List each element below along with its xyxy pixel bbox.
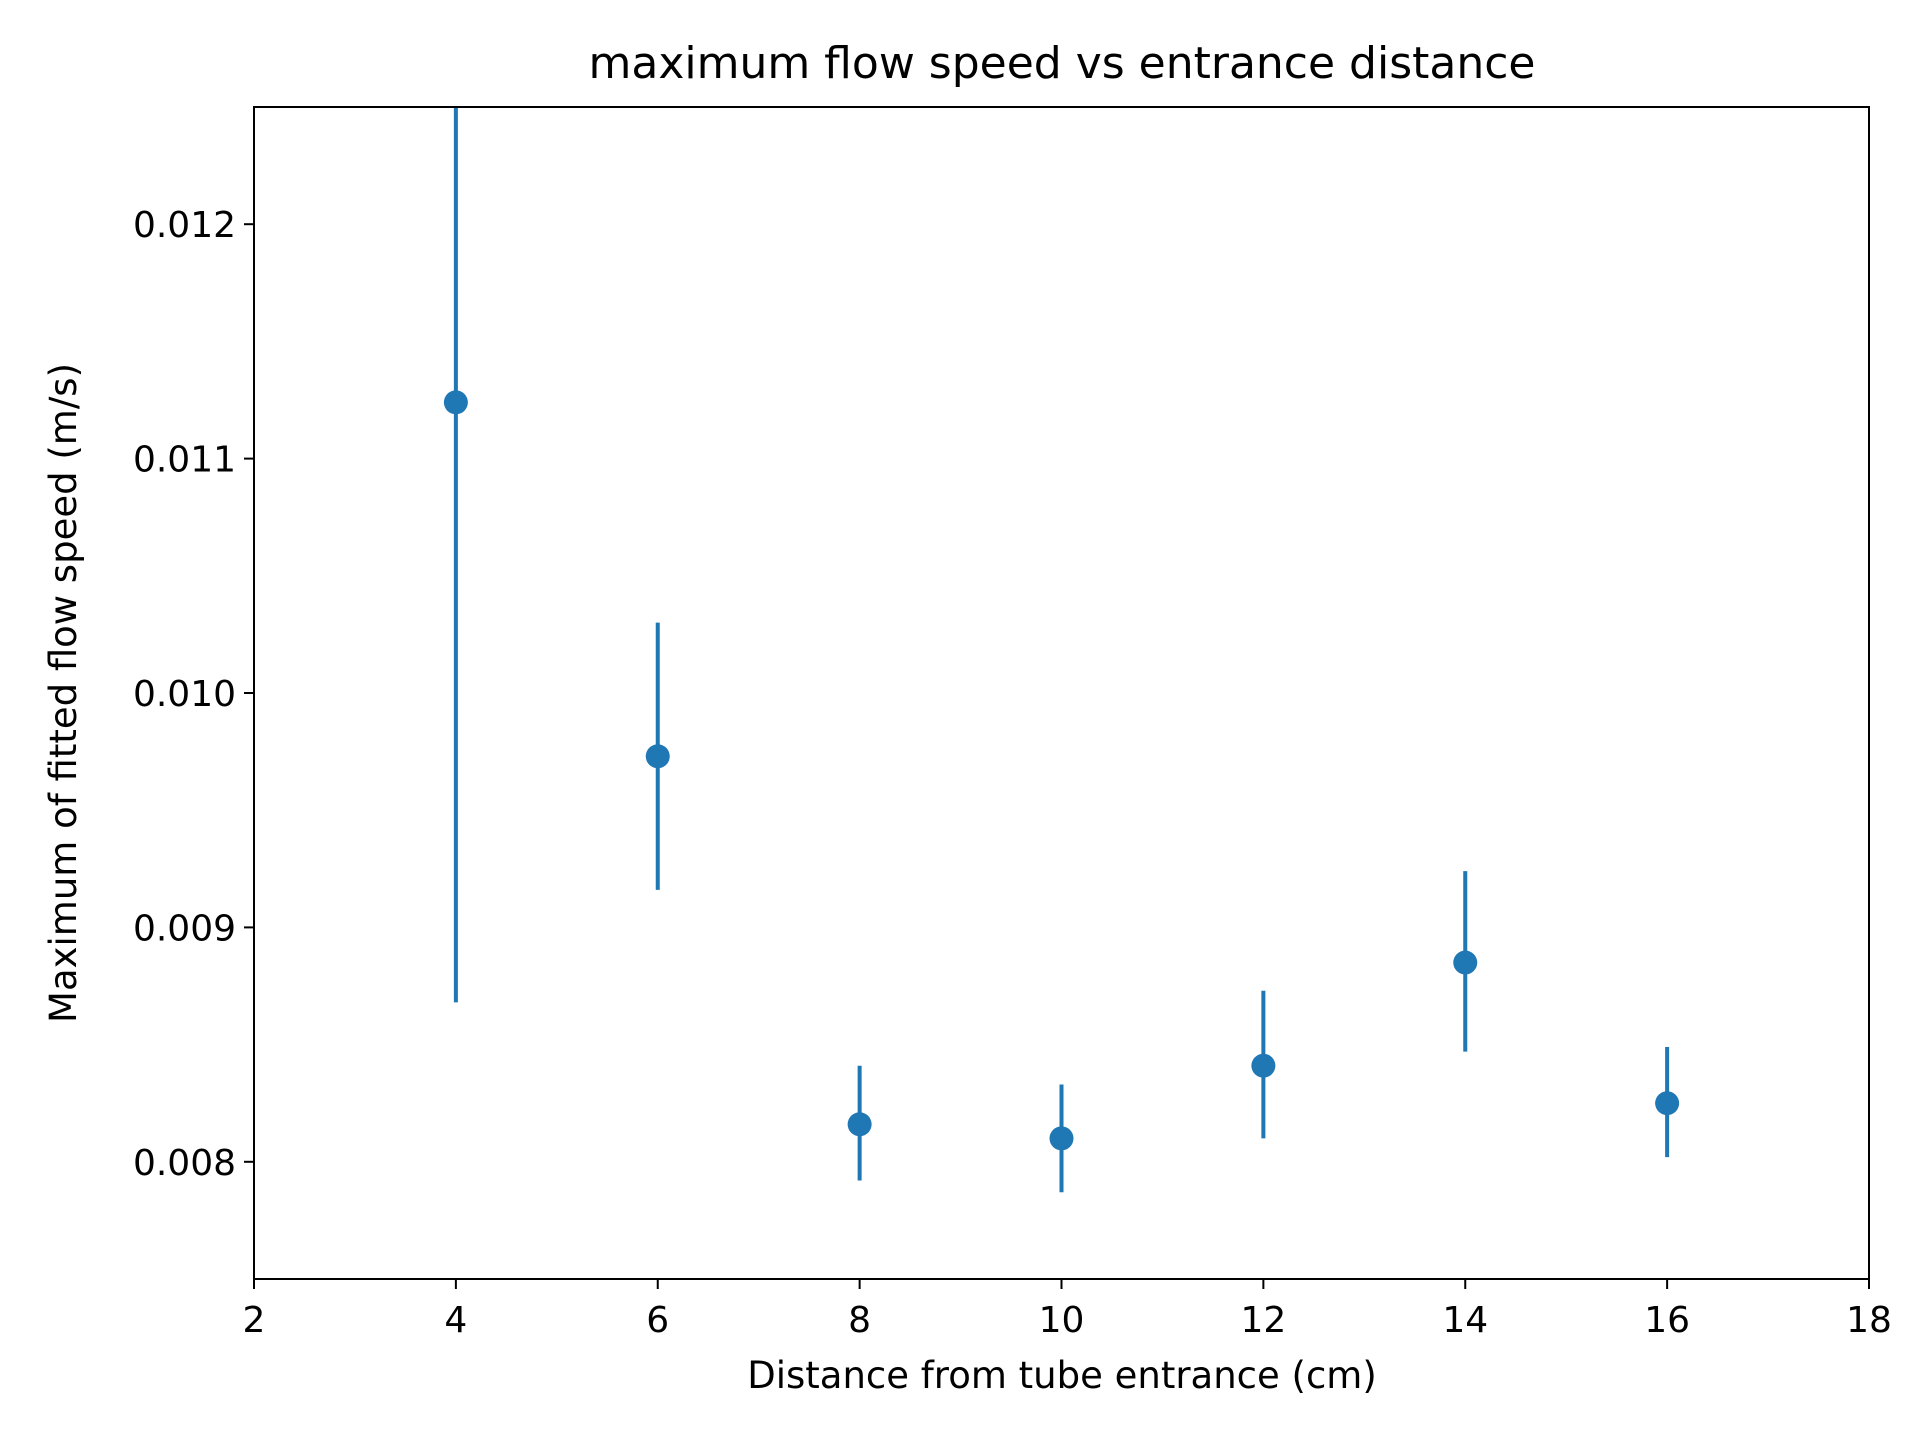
data-point-6 (1655, 1091, 1680, 1116)
x-tick-label-5: 12 (1240, 1300, 1286, 1341)
data-point-5 (1453, 950, 1478, 975)
data-series (443, 107, 1680, 1193)
x-tick-label-3: 8 (848, 1300, 871, 1341)
x-axis: 2 4 6 8 10 12 14 16 18 (243, 1279, 1892, 1341)
x-tick-label-7: 16 (1644, 1300, 1690, 1341)
x-tick-label-6: 14 (1442, 1300, 1488, 1341)
x-tick-label-0: 2 (243, 1300, 266, 1341)
x-tick-label-4: 10 (1039, 1300, 1085, 1341)
data-point-3 (1049, 1126, 1074, 1151)
y-tick-label-0: 0.008 (133, 1143, 236, 1184)
y-axis-label: Maximum of fitted flow speed (m/s) (42, 363, 85, 1023)
data-point-1 (645, 744, 670, 769)
y-tick-label-1: 0.009 (133, 908, 236, 949)
y-tick-label-2: 0.010 (133, 674, 236, 715)
data-point-4 (1251, 1053, 1276, 1078)
plot-area (253, 106, 1870, 1280)
data-point-2 (847, 1112, 872, 1137)
y-tick-label-3: 0.011 (133, 440, 236, 481)
y-axis: 0.008 0.009 0.010 0.011 0.012 (133, 205, 254, 1184)
x-axis-label: Distance from tube entrance (cm) (747, 1354, 1377, 1397)
x-tick-label-2: 6 (646, 1300, 669, 1341)
x-tick-label-8: 18 (1846, 1300, 1892, 1341)
x-tick-label-1: 4 (444, 1300, 467, 1341)
data-point-0 (443, 390, 468, 415)
y-tick-label-4: 0.012 (133, 205, 236, 246)
chart-title: maximum flow speed vs entrance distance (589, 38, 1536, 89)
